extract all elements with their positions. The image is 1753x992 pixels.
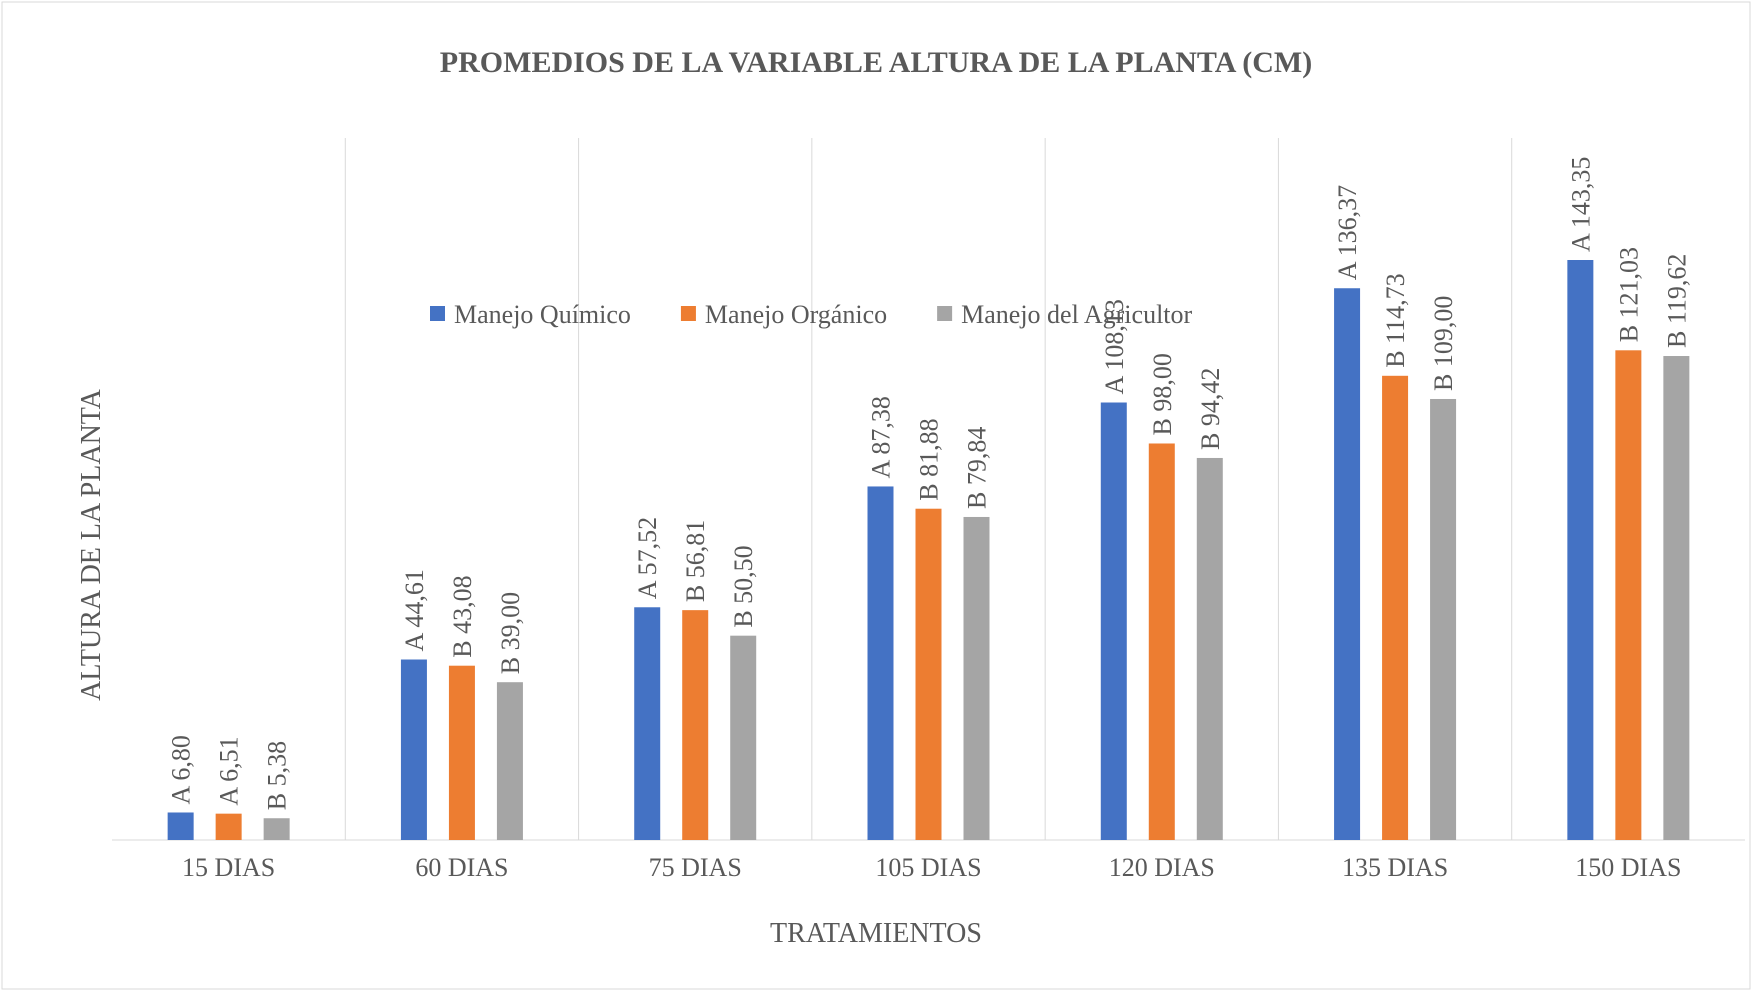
x-tick-label: 60 DIAS xyxy=(415,853,508,882)
data-label: B 119,62 xyxy=(1662,254,1691,348)
data-label: B 98,00 xyxy=(1148,353,1177,435)
x-axis-label: TRATAMIENTOS xyxy=(770,918,982,949)
bar xyxy=(167,812,194,840)
data-label: B 121,03 xyxy=(1614,247,1643,342)
bar xyxy=(1663,356,1690,840)
bar xyxy=(496,682,523,840)
bar xyxy=(1148,443,1175,840)
bar xyxy=(1196,457,1223,840)
bar xyxy=(1430,398,1457,840)
x-tick-label: 75 DIAS xyxy=(649,853,742,882)
data-label: B 79,84 xyxy=(963,427,992,509)
bar xyxy=(263,818,290,840)
legend-label: Manejo Químico xyxy=(454,300,631,329)
data-label: A 57,52 xyxy=(633,517,662,599)
bar xyxy=(1334,288,1361,841)
x-tick-label: 15 DIAS xyxy=(182,853,275,882)
legend-label: Manejo del Agricultor xyxy=(961,300,1192,329)
bar xyxy=(215,813,242,840)
bar xyxy=(963,516,990,840)
chart-title: PROMEDIOS DE LA VARIABLE ALTURA DE LA PL… xyxy=(440,46,1312,79)
bar xyxy=(867,486,894,840)
legend-label: Manejo Orgánico xyxy=(705,300,887,329)
data-label: A 6,51 xyxy=(215,736,244,805)
bar xyxy=(1100,402,1127,840)
bar xyxy=(1615,350,1642,840)
x-tick-label: 150 DIAS xyxy=(1575,853,1681,882)
bar xyxy=(448,665,475,840)
legend-swatch xyxy=(937,306,953,321)
x-tick-label: 120 DIAS xyxy=(1109,853,1215,882)
bar xyxy=(682,610,709,840)
data-label: A 108,13 xyxy=(1100,299,1129,394)
data-label: B 81,88 xyxy=(915,418,944,500)
bar xyxy=(730,635,757,840)
y-axis-label: ALTURA DE LA PLANTA xyxy=(76,388,107,701)
data-label: B 114,73 xyxy=(1381,273,1410,367)
x-tick-label: 105 DIAS xyxy=(875,853,981,882)
data-label: B 50,50 xyxy=(729,545,758,627)
bar xyxy=(915,508,942,840)
data-label: A 143,35 xyxy=(1566,157,1595,252)
legend-swatch xyxy=(680,306,696,321)
bar xyxy=(400,659,427,840)
data-label: B 5,38 xyxy=(263,741,292,810)
data-label: B 94,42 xyxy=(1196,368,1225,450)
data-label: A 87,38 xyxy=(867,396,896,478)
x-tick-label: 135 DIAS xyxy=(1342,853,1448,882)
data-label: B 109,00 xyxy=(1429,296,1458,391)
data-label: B 43,08 xyxy=(448,575,477,657)
data-label: B 56,81 xyxy=(681,520,710,602)
bar xyxy=(634,607,661,840)
data-label: A 6,80 xyxy=(167,735,196,804)
legend-swatch xyxy=(430,306,445,321)
bar xyxy=(1567,260,1594,840)
bar xyxy=(1382,375,1409,840)
data-label: A 136,37 xyxy=(1333,185,1362,280)
data-label: A 44,61 xyxy=(400,569,429,651)
data-label: B 39,00 xyxy=(496,592,525,674)
